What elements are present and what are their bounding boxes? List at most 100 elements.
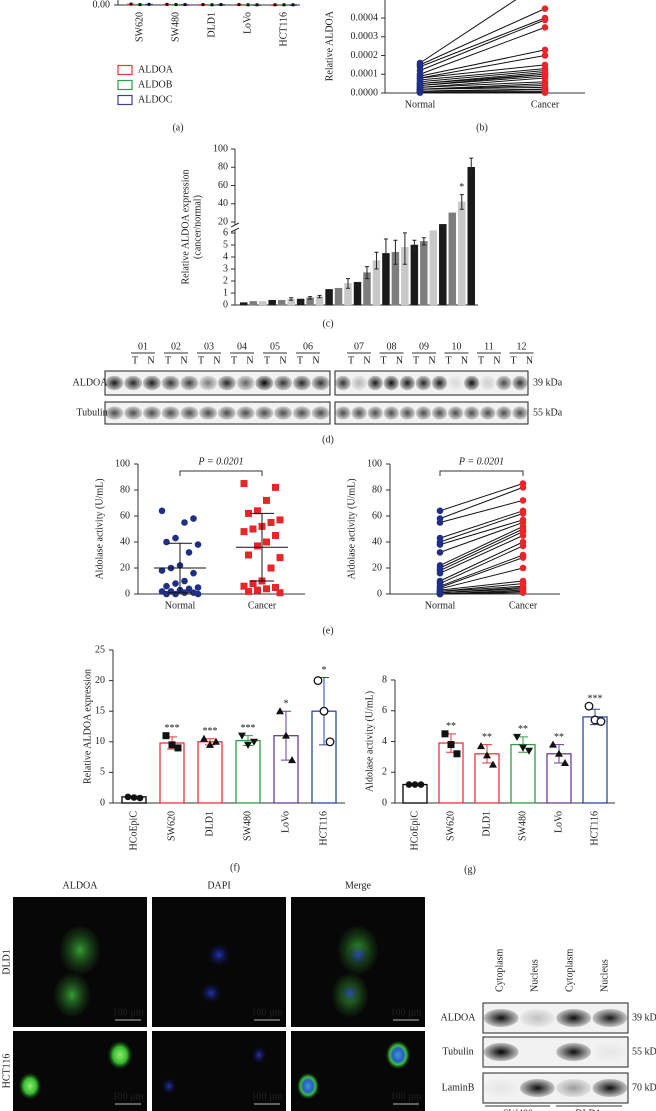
size-marker: 39 kDa: [533, 377, 563, 388]
lane-label: T: [132, 355, 138, 366]
pair-line: [439, 585, 524, 592]
y-axis-label: Aldolase activity (U/mL): [364, 691, 375, 792]
lane-number: 05: [270, 341, 280, 352]
lane-label: T: [264, 355, 270, 366]
blot-band: [483, 1079, 519, 1097]
pair-line: [419, 17, 546, 68]
point: [541, 89, 549, 96]
y-tick-label: 10: [95, 736, 105, 747]
sd-bar: [168, 542, 192, 594]
x-tick-label: DLD1: [204, 811, 215, 837]
blot-band: [592, 1043, 628, 1061]
bar: [239, 302, 248, 306]
lane-label: T: [478, 355, 484, 366]
blot-band: [483, 1043, 519, 1061]
lane-label: T: [165, 355, 171, 366]
axis-break: [230, 222, 240, 228]
fraction-label: Nucleus: [599, 959, 610, 992]
significance-mark: **: [446, 721, 456, 732]
pair-line: [419, 64, 546, 79]
y-tick-label: 0: [377, 588, 382, 599]
point: [291, 3, 295, 7]
point: [130, 794, 138, 801]
blot-band: [351, 375, 367, 391]
column-label: DAPI: [207, 880, 230, 891]
y-tick-label: 80: [120, 484, 130, 495]
blot-band: [180, 375, 199, 391]
legend-swatch: [117, 94, 133, 106]
error-bar: [308, 296, 313, 300]
bar: [235, 739, 261, 804]
blot-band: [592, 1079, 628, 1097]
point: [319, 706, 329, 716]
point: [200, 734, 208, 742]
blot-band: [367, 375, 383, 391]
point: [525, 747, 533, 755]
point: [273, 3, 277, 7]
x-tick-label: Normal: [405, 99, 436, 110]
legend-label: ALDOB: [138, 79, 173, 90]
blot-band: [431, 375, 448, 391]
column-label: ALDOA: [63, 880, 99, 891]
point: [416, 89, 424, 96]
point: [541, 16, 549, 24]
y-tick-label: 2: [382, 767, 387, 778]
bar: [258, 301, 267, 306]
lane-label: N: [396, 355, 403, 366]
bar: [277, 299, 286, 306]
point: [441, 730, 449, 738]
bar: [410, 244, 419, 306]
point: [436, 507, 444, 515]
pair-line: [439, 510, 524, 539]
point: [519, 484, 527, 491]
blot-band: [556, 1043, 592, 1061]
blot-band: [124, 406, 143, 420]
error-bar: [421, 237, 426, 246]
lane-label: N: [279, 355, 286, 366]
error-bar: [393, 239, 398, 265]
sd-bar: [250, 512, 274, 582]
y-tick-label: 0.0001: [351, 69, 379, 80]
x-tick-label: DLD1: [206, 12, 217, 38]
size-marker: 70 kDa: [632, 1082, 656, 1093]
pair-line: [419, 86, 546, 90]
size-marker: 55 kDa: [533, 407, 563, 418]
significance-mark: *: [322, 665, 327, 676]
error-bar: [317, 294, 322, 299]
point: [561, 759, 569, 767]
blot-band: [367, 406, 383, 420]
point: [174, 744, 182, 752]
panel-caption: (d): [322, 434, 334, 445]
bar: [467, 167, 476, 306]
blot-band: [217, 406, 236, 420]
point: [162, 732, 170, 740]
point: [181, 577, 188, 585]
point: [453, 750, 461, 758]
point: [212, 737, 220, 745]
bar: [325, 289, 333, 306]
lane-number: 06: [303, 341, 313, 352]
y-axis-label: Relative ALDOA expression: [82, 669, 93, 784]
blot-strip: [334, 401, 529, 425]
lane-number: 10: [452, 341, 462, 352]
blot-band: [105, 375, 124, 391]
pair-line: [419, 77, 546, 88]
point: [436, 519, 444, 526]
y-tick-label: 0.0000: [351, 87, 379, 98]
y-tick-label: 15: [95, 705, 105, 716]
point: [129, 2, 133, 6]
lane-label: T: [348, 355, 354, 366]
y-tick-label: 40: [120, 536, 130, 547]
x-tick-label: Normal: [165, 600, 196, 611]
blot-band: [161, 406, 180, 420]
y-axis-label: Relative ALDOA expression: [180, 170, 191, 285]
y-tick-label: 4: [223, 251, 228, 262]
blot-band: [480, 375, 496, 391]
point: [489, 760, 497, 768]
blot-band: [512, 375, 528, 391]
p-value: P = 0.0201: [197, 456, 243, 467]
point: [254, 586, 261, 594]
blot-band: [463, 406, 480, 420]
cell: [386, 1041, 410, 1069]
bar: [582, 716, 608, 804]
